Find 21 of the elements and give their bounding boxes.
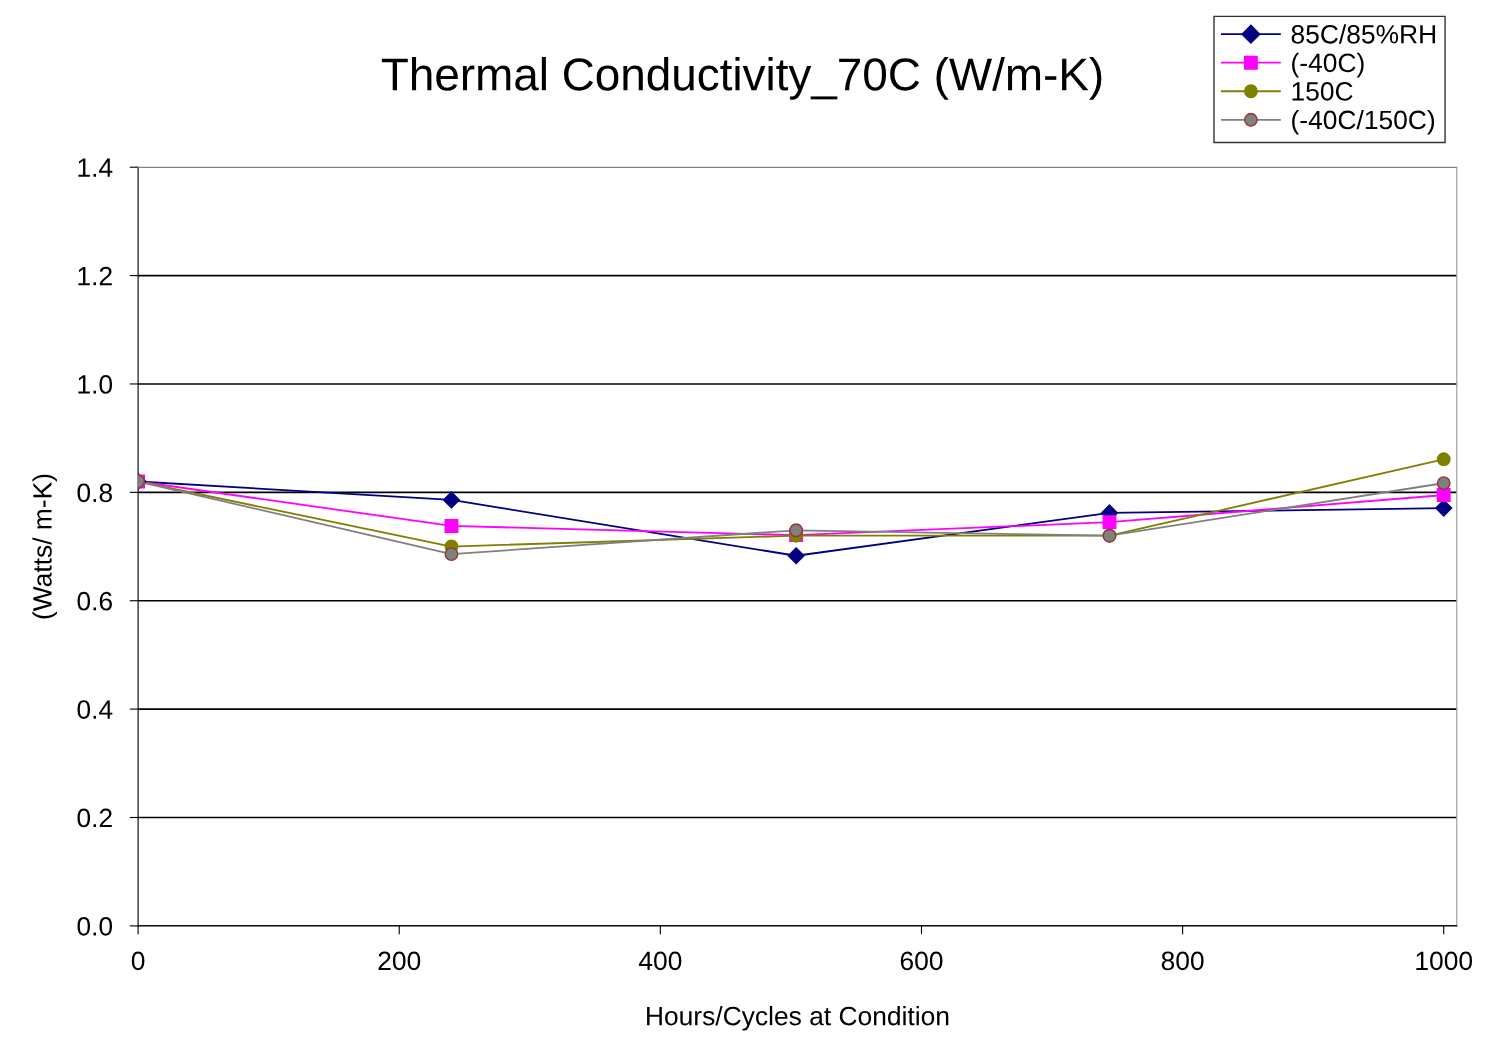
x-tick-label: 800 bbox=[1161, 951, 1204, 971]
x-tick-label: 1000 bbox=[1416, 951, 1473, 971]
y-tick-label: 0.8 bbox=[77, 483, 112, 503]
legend-label: 150C bbox=[1292, 82, 1353, 101]
legend-label: 85C/85%RH bbox=[1291, 24, 1436, 44]
y-tick-label: 0.0 bbox=[77, 917, 113, 936]
y-tick-label: 0.6 bbox=[77, 591, 112, 611]
legend-label: (-40C/150C) bbox=[1292, 109, 1435, 135]
y-tick-label: 1.4 bbox=[78, 158, 113, 177]
x-tick-label: 400 bbox=[638, 951, 682, 971]
x-axis-title: Hours/Cycles at Condition bbox=[647, 1006, 949, 1031]
y-tick-label: 0.2 bbox=[77, 808, 112, 828]
x-tick-label: 0 bbox=[131, 951, 145, 971]
x-tick-label: 600 bbox=[900, 951, 943, 971]
y-tick-label: 0.4 bbox=[77, 700, 113, 719]
y-tick-label: 1.0 bbox=[78, 375, 113, 394]
chart-title: Thermal Conductivity_70C (W/m-K) bbox=[381, 57, 1102, 100]
x-tick-label: 200 bbox=[378, 951, 421, 971]
y-tick-label: 1.2 bbox=[78, 266, 112, 286]
y-axis-title: (Watts/ m-K) bbox=[32, 474, 57, 619]
legend-label: (-40C) bbox=[1292, 52, 1364, 78]
